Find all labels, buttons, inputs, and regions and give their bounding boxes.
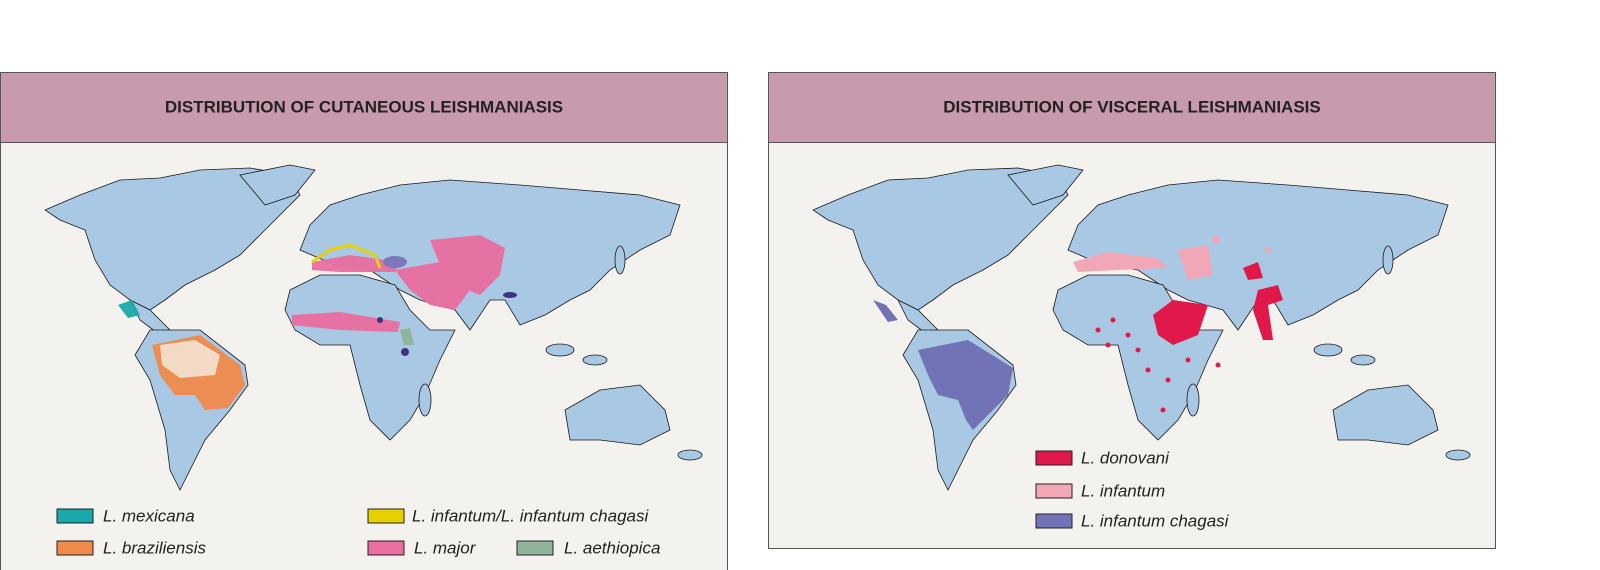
- legend-label: L. infantum/L. infantum chagasi: [412, 506, 649, 525]
- legend-label: L. braziliensis: [103, 538, 206, 557]
- legend-swatch: [367, 540, 405, 556]
- panel-header: [768, 72, 1496, 143]
- legend-swatch: [1035, 483, 1073, 499]
- panel-header: [0, 72, 728, 143]
- panel-title: DISTRIBUTION OF CUTANEOUS LEISHMANIASIS: [165, 97, 563, 116]
- legend-swatch: [1035, 513, 1073, 529]
- distribution-overlay: [118, 235, 517, 410]
- legend-swatch: [367, 508, 405, 524]
- legend-label: L. aethiopica: [564, 538, 660, 557]
- legend-label: L. mexicana: [103, 506, 195, 525]
- legend-label: L. infantum: [1081, 481, 1165, 500]
- legend-label: L. donovani: [1081, 448, 1170, 467]
- legend-swatch: [1035, 450, 1073, 466]
- panel-title: DISTRIBUTION OF VISCERAL LEISHMANIASIS: [943, 97, 1321, 116]
- distribution-overlay: [873, 236, 1283, 430]
- legend-swatch: [56, 508, 94, 524]
- legend-swatch: [56, 540, 94, 556]
- legend-label: L. major: [414, 538, 477, 557]
- legend-swatch: [516, 540, 554, 556]
- legend: L. mexicana L. braziliensis L. infantum/…: [56, 448, 1230, 557]
- legend-label: L. infantum chagasi: [1081, 511, 1230, 530]
